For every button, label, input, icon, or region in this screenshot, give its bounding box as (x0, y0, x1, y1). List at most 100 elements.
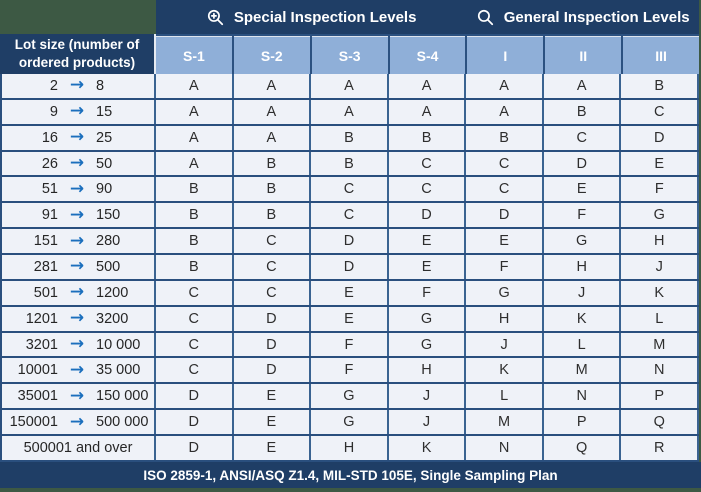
level-cell: A (389, 99, 467, 124)
level-cell: E (234, 436, 312, 460)
level-cell: F (544, 203, 622, 228)
level-cell: C (156, 306, 234, 331)
level-cell: G (389, 306, 467, 331)
lot-cell: 10001 → 35 000 (2, 358, 156, 383)
right-arrow-icon: → (69, 334, 85, 355)
level-cell: D (311, 229, 389, 254)
level-cell: G (389, 332, 467, 357)
level-cell: C (466, 177, 544, 202)
level-cell: B (156, 229, 234, 254)
level-cell: H (621, 229, 700, 254)
level-cell: A (234, 125, 312, 150)
level-cell: E (311, 280, 389, 305)
level-cell: D (156, 410, 234, 435)
level-cell: D (234, 332, 312, 357)
lot-cell: 500001 and over → (2, 436, 156, 460)
level-cell: N (621, 358, 700, 383)
right-arrow-icon: → (69, 230, 85, 251)
lot-to: 500 (96, 258, 121, 275)
level-cell: A (156, 125, 234, 150)
lot-to: 35 000 (96, 362, 141, 379)
right-arrow-icon: → (69, 101, 85, 122)
level-cell: F (389, 280, 467, 305)
level-cell: C (311, 203, 389, 228)
level-cell: K (544, 306, 622, 331)
right-arrow-icon: → (69, 75, 85, 96)
lot-cell: 16 → 25 (2, 125, 156, 150)
lot-from: 151 (33, 233, 58, 250)
level-cell: E (389, 255, 467, 279)
level-cell: B (234, 177, 312, 202)
level-cell: D (544, 151, 622, 176)
level-cell: D (311, 255, 389, 279)
lot-cell: 51 → 90 (2, 177, 156, 202)
zoom-in-icon (206, 8, 225, 27)
right-arrow-icon: → (69, 411, 85, 432)
lot-cell: 35001 → 150 000 (2, 384, 156, 409)
lot-from: 281 (33, 258, 58, 275)
column-header-cell: I (467, 36, 544, 74)
right-arrow-icon: → (69, 359, 85, 380)
right-arrow-icon: → (69, 256, 85, 277)
level-cell: A (234, 74, 312, 98)
top-band: Special Inspection Levels General Inspec… (0, 0, 699, 34)
level-cell: C (466, 151, 544, 176)
lot-cell: 2 → 8 (2, 74, 156, 98)
level-cell: L (621, 306, 700, 331)
lot-to: 500 000 (96, 414, 149, 431)
level-cell: M (621, 332, 700, 357)
standards-footer: ISO 2859-1, ANSI/ASQ Z1.4, MIL-STD 105E,… (0, 462, 701, 488)
lot-cell: 1201 → 3200 (2, 306, 156, 331)
right-arrow-icon: → (69, 385, 85, 406)
level-cell: A (234, 99, 312, 124)
level-cell: A (156, 99, 234, 124)
standards-footer-text: ISO 2859-1, ANSI/ASQ Z1.4, MIL-STD 105E,… (143, 467, 558, 483)
level-cell: C (389, 177, 467, 202)
level-cell: G (311, 384, 389, 409)
level-cell: K (389, 436, 467, 460)
level-cell: E (311, 306, 389, 331)
level-cell: B (156, 177, 234, 202)
lot-to: 280 (96, 233, 121, 250)
lot-cell: 281 → 500 (2, 255, 156, 279)
column-header-cell: II (545, 36, 622, 74)
level-cell: B (389, 125, 467, 150)
lot-to: 50 (96, 155, 113, 172)
special-levels-label: Special Inspection Levels (233, 8, 417, 26)
lot-from: 91 (41, 207, 58, 224)
lot-from: 35001 (17, 388, 58, 405)
level-cell: A (466, 99, 544, 124)
level-cell: E (234, 384, 312, 409)
lot-from: 16 (41, 129, 58, 146)
level-cell: H (389, 358, 467, 383)
level-cell: B (544, 99, 622, 124)
level-cell: H (311, 436, 389, 460)
level-cell: M (544, 358, 622, 383)
level-cell: J (621, 255, 700, 279)
level-cell: Q (621, 410, 700, 435)
level-cell: C (234, 280, 312, 305)
level-cell: P (544, 410, 622, 435)
level-cell: A (389, 74, 467, 98)
level-cell: B (156, 203, 234, 228)
level-cell: A (311, 74, 389, 98)
right-arrow-icon: → (69, 204, 85, 225)
level-cell: A (466, 74, 544, 98)
lot-from: 26 (41, 155, 58, 172)
band: Special Inspection Levels General Inspec… (156, 0, 699, 34)
level-cell: A (156, 151, 234, 176)
level-cell: F (311, 332, 389, 357)
lot-to: 25 (96, 129, 113, 146)
level-cell: C (389, 151, 467, 176)
general-levels-label: General Inspection Levels (503, 8, 690, 26)
column-header-cell: S-4 (389, 36, 466, 74)
level-cell: C (621, 99, 700, 124)
bottom-strip (0, 488, 701, 492)
level-cell: J (544, 280, 622, 305)
level-cell: N (544, 384, 622, 409)
level-cell: E (389, 229, 467, 254)
